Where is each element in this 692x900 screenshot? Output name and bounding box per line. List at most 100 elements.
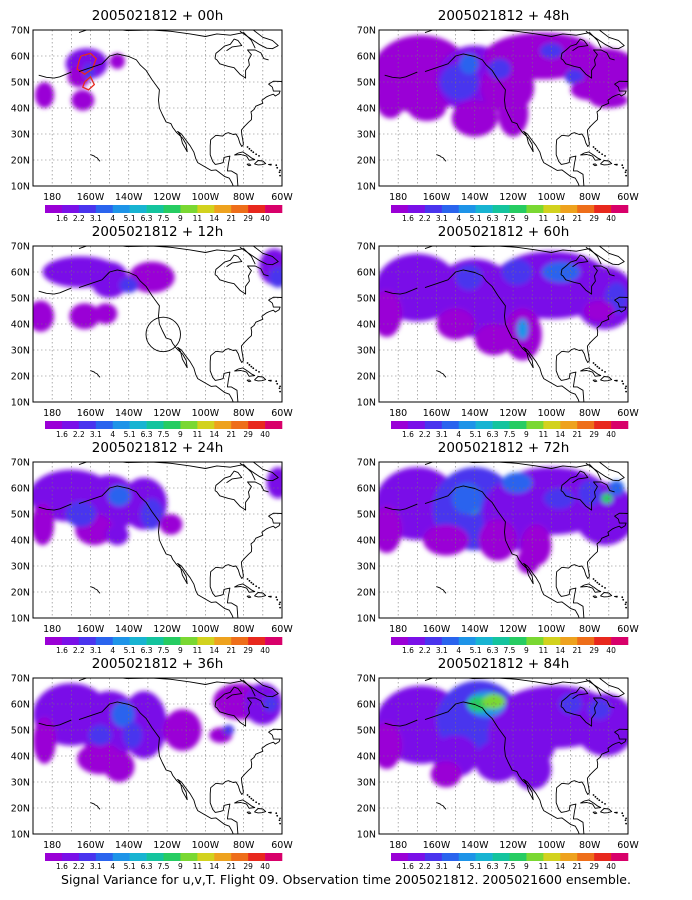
colorbar-label: 1.6 [56, 862, 68, 871]
latitude-label: 10N [11, 614, 30, 625]
colorbar-label: 6.3 [487, 430, 499, 439]
coastline [209, 283, 282, 402]
colorbar-swatch [248, 205, 266, 213]
colorbar-label: 11 [193, 862, 203, 871]
variance-region [543, 488, 575, 509]
colorbar-swatch [231, 637, 249, 645]
variance-region [474, 740, 521, 782]
colorbar-label: 4 [110, 430, 115, 439]
colorbar-label: 21 [226, 862, 236, 871]
island [246, 362, 249, 364]
coastline [78, 30, 256, 49]
island [621, 596, 624, 599]
island [255, 585, 258, 588]
island [248, 795, 251, 798]
longitude-label: 160W [423, 408, 451, 419]
colorbar-label: 21 [572, 214, 582, 223]
coastline [614, 163, 618, 166]
colorbar-swatch [407, 205, 426, 213]
coastline [384, 71, 418, 79]
coastline [90, 154, 101, 162]
coastline [209, 67, 282, 186]
colorbar-label: 7.5 [504, 214, 516, 223]
coastline [268, 595, 272, 598]
coastline [629, 726, 641, 738]
latitude-label: 60N [11, 484, 30, 495]
map-frame [378, 29, 629, 187]
colorbar-swatch [509, 205, 527, 213]
colorbar-swatch [492, 637, 510, 645]
coastline [268, 811, 272, 814]
island [594, 579, 597, 582]
longitude-label: 80W [233, 840, 255, 851]
coastline [614, 811, 618, 814]
coastline [424, 30, 602, 49]
latitude-label: 10N [11, 182, 30, 193]
colorbar-label: 7.5 [504, 646, 516, 655]
colorbar-label: 5.1 [470, 646, 482, 655]
colorbar-label: 3.1 [436, 214, 448, 223]
colorbar-label: 14 [210, 862, 220, 871]
latitude-label: 10N [357, 182, 376, 193]
colorbar-swatch [526, 421, 544, 429]
latitude-label: 70N [11, 26, 30, 37]
latitude-label: 60N [357, 700, 376, 711]
island [604, 154, 606, 157]
latitude-label: 50N [11, 294, 30, 305]
latitude-label: 20N [357, 156, 376, 167]
colorbar-swatch [407, 853, 426, 861]
island [592, 794, 595, 796]
colorbar: 1.6 2.2 3.1 4 5.1 6.3 7.5 9 11 14 21 29 40 [45, 853, 283, 871]
latitude-label: 40N [357, 752, 376, 763]
colorbar: 1.6 2.2 3.1 4 5.1 6.3 7.5 9 11 14 21 29 40 [391, 853, 629, 871]
variance-region [159, 514, 183, 535]
lat-lon-grid [379, 462, 628, 618]
colorbar-swatch [78, 421, 97, 429]
latitude-label: 30N [357, 778, 376, 789]
island [592, 362, 595, 364]
colorbar-swatch [146, 421, 164, 429]
lat-lon-grid [33, 462, 282, 618]
longitude-label: 120W [499, 408, 527, 419]
island [625, 174, 627, 177]
colorbar-label: 14 [210, 646, 220, 655]
colorbar-label: 1.6 [402, 862, 414, 871]
coastline [38, 503, 72, 511]
colorbar-swatch [180, 205, 198, 213]
coastline [268, 379, 272, 382]
latitude-label: 60N [357, 484, 376, 495]
coastline [246, 163, 252, 167]
coastline [214, 49, 269, 79]
variance-region [379, 290, 402, 337]
colorbar-swatch [543, 853, 561, 861]
colorbar-swatch [146, 205, 164, 213]
island [279, 817, 281, 820]
latitude-label: 20N [357, 804, 376, 815]
variance-region [488, 58, 512, 80]
colorbar-swatch [248, 853, 266, 861]
coastline [585, 30, 625, 50]
colorbar-swatch [112, 205, 130, 213]
colorbar-swatch [509, 421, 527, 429]
longitude-label: 140W [115, 192, 143, 203]
coastline [254, 808, 267, 814]
longitude-label: 80W [233, 408, 255, 419]
variance-region [88, 724, 112, 746]
colorbar-label: 14 [210, 214, 220, 223]
colorbar-label: 40 [606, 214, 616, 223]
latitude-label: 70N [11, 458, 30, 469]
variance-region [516, 547, 540, 574]
colorbar-swatch [45, 421, 63, 429]
colorbar-label: 21 [226, 646, 236, 655]
colorbar-swatch [129, 205, 147, 213]
colorbar-label: 3.1 [436, 646, 448, 655]
coastline [384, 287, 418, 295]
longitude-label: 160W [77, 408, 105, 419]
coastline [560, 38, 589, 59]
island [276, 598, 279, 601]
colorbar-label: 4 [456, 646, 461, 655]
map-panel: 2005021812 + 36h 70N 60N 50N 40N 30N 20N 10N 180… [11, 656, 294, 871]
colorbar-swatch [214, 421, 232, 429]
coastline [214, 697, 269, 727]
latitude-label: 40N [357, 536, 376, 547]
